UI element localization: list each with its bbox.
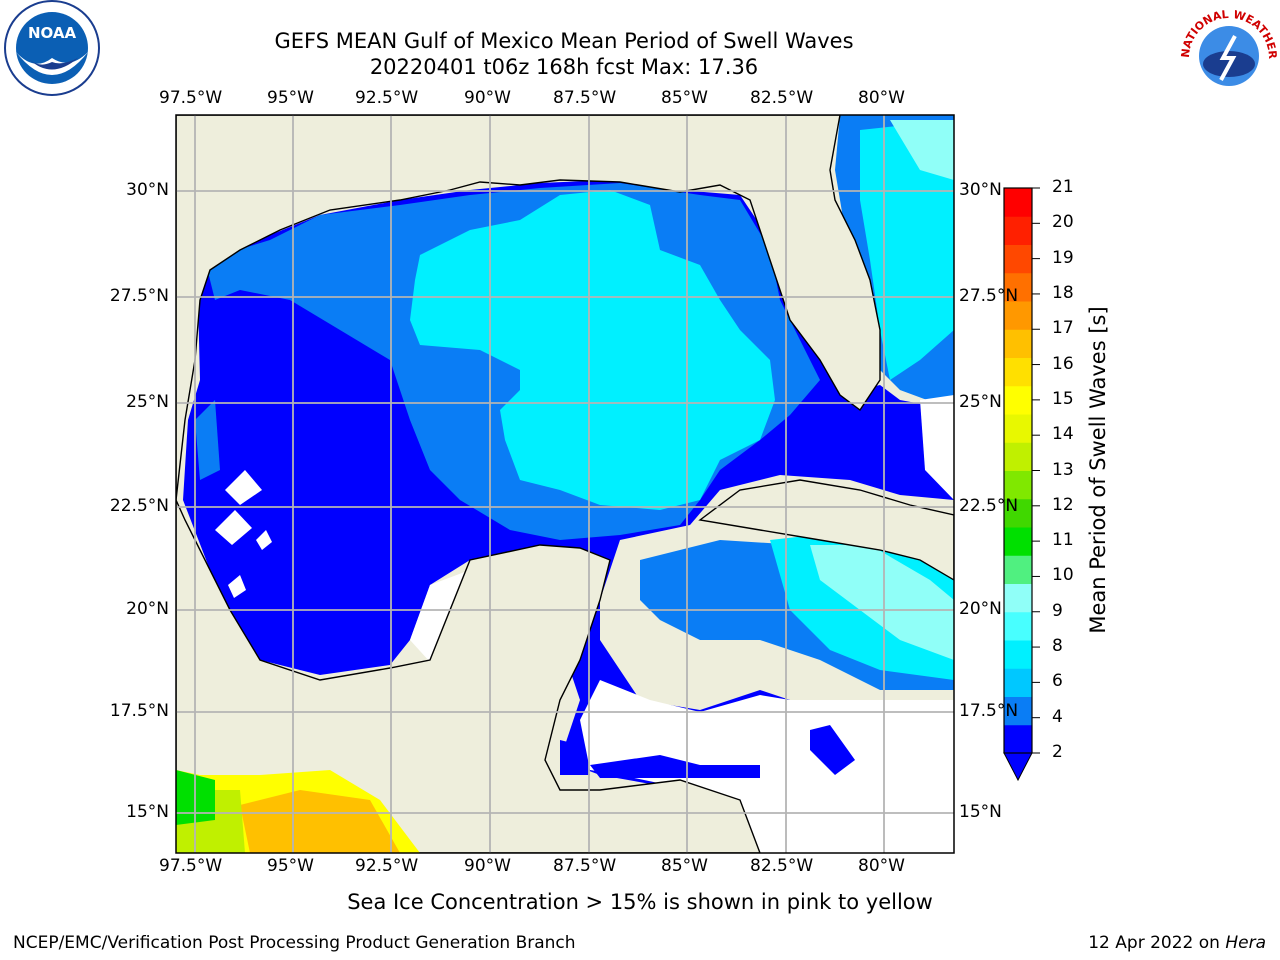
colorbar-segment (1004, 640, 1032, 669)
colorbar-segment (1004, 470, 1032, 500)
footer-right: 12 Apr 2022 on Hera (1088, 933, 1266, 953)
colorbar-segment (1004, 301, 1032, 330)
colorbar-segment (1004, 583, 1032, 613)
colorbar-segment (1004, 244, 1032, 274)
lat-label: 22.5°N (959, 496, 1019, 516)
colorbar-tick-label: 15 (1052, 388, 1074, 409)
lon-label: 90°W (464, 856, 511, 876)
colorbar-tick-label: 17 (1052, 318, 1074, 339)
lat-label: 17.5°N (959, 701, 1019, 721)
footer-left: NCEP/EMC/Verification Post Processing Pr… (13, 933, 576, 953)
lon-label: 80°W (858, 856, 905, 876)
lon-label: 92.5°W (355, 88, 419, 108)
colorbar-segment (1004, 216, 1032, 245)
noaa-logo: NOAA (4, 0, 100, 96)
lon-label: 82.5°W (750, 88, 814, 108)
lon-label: 87.5°W (553, 856, 617, 876)
colorbar-segment (1004, 668, 1032, 697)
lat-label: 20°N (126, 599, 169, 619)
colorbar-segment (1004, 555, 1032, 584)
map-frame (175, 114, 955, 854)
colorbar-label: Mean Period of Swell Waves [s] (1086, 306, 1110, 634)
lat-label: 27.5°N (109, 286, 169, 306)
lon-label: 85°W (661, 856, 708, 876)
lat-label: 27.5°N (959, 286, 1019, 306)
colorbar-tick-label: 14 (1052, 424, 1074, 445)
lat-label: 30°N (126, 180, 169, 200)
colorbar-segment (1004, 611, 1032, 641)
colorbar-segment (1004, 442, 1032, 471)
colorbar-segment (1004, 188, 1032, 217)
lon-label: 92.5°W (355, 856, 419, 876)
ice-note: Sea Ice Concentration > 15% is shown in … (347, 890, 933, 914)
colorbar-tick-label: 18 (1052, 282, 1074, 303)
lon-labels-top: 97.5°W 95°W 92.5°W 90°W 87.5°W 85°W 82.5… (0, 88, 1280, 112)
lat-label: 20°N (959, 599, 1002, 619)
lon-label: 80°W (858, 88, 905, 108)
graticule (176, 115, 954, 853)
colorbar-segment (1004, 357, 1032, 387)
colorbar-tick-label: 16 (1052, 353, 1074, 374)
colorbar-tick-label: 11 (1052, 530, 1074, 551)
colorbar-segment (1004, 385, 1032, 415)
lat-labels-left: 30°N 27.5°N 25°N 22.5°N 20°N 17.5°N 15°N (0, 0, 175, 960)
cuba-land (698, 479, 954, 581)
colorbar-tick-label: 12 (1052, 494, 1074, 515)
colorbar (1004, 188, 1032, 754)
lon-label: 85°W (661, 88, 708, 108)
colorbar-segment (1004, 498, 1032, 528)
colorbar-segment (1004, 527, 1032, 556)
lon-label: 90°W (464, 88, 511, 108)
colorbar-segment (1004, 272, 1032, 302)
colorbar-segment (1004, 329, 1032, 358)
colorbar-tick-label: 21 (1052, 177, 1074, 197)
colorbar-segment (1004, 724, 1032, 754)
colorbar-tick-label: 10 (1052, 565, 1074, 586)
colorbar-tick-label: 8 (1052, 636, 1063, 657)
map-subtitle: 20220401 t06z 168h fcst Max: 17.36 (369, 55, 759, 79)
colorbar-tick-label: 2 (1052, 742, 1063, 762)
lon-label: 87.5°W (553, 88, 617, 108)
swell-band-cyan (410, 190, 775, 510)
lon-label: 95°W (267, 88, 314, 108)
noaa-logo-text: NOAA (28, 24, 77, 42)
lon-label: 97.5°W (159, 88, 223, 108)
lat-labels-right: 30°N 27.5°N 25°N 22.5°N 20°N 17.5°N 15°N (959, 0, 1019, 960)
map-title: GEFS MEAN Gulf of Mexico Mean Period of … (274, 29, 854, 53)
lon-label: 95°W (267, 856, 314, 876)
lat-label: 22.5°N (109, 496, 169, 516)
colorbar-tick-label: 4 (1052, 706, 1063, 727)
colorbar-tick-label: 6 (1052, 671, 1063, 692)
colorbar-tick-label: 9 (1052, 600, 1063, 621)
colorbar-tick-label: 20 (1052, 212, 1074, 233)
colorbar-tick-label: 13 (1052, 459, 1074, 480)
lon-labels-bottom: 97.5°W 95°W 92.5°W 90°W 87.5°W 85°W 82.5… (0, 856, 1280, 880)
lat-label: 25°N (959, 392, 1002, 412)
lat-label: 15°N (959, 802, 1002, 822)
colorbar-tick-label: 19 (1052, 247, 1074, 268)
lat-label: 15°N (126, 802, 169, 822)
footer-date: 12 Apr 2022 on (1088, 933, 1226, 953)
colorbar-tick-labels: 21 20 19 18 17 16 15 14 13 12 11 10 9 8 6 4 2 (1052, 0, 1102, 960)
colorbar-segment (1004, 414, 1032, 443)
footer-host: Hera (1225, 933, 1266, 953)
lat-label: 17.5°N (109, 701, 169, 721)
lon-label: 97.5°W (159, 856, 223, 876)
usa-land (176, 115, 881, 501)
mexico-land (176, 499, 761, 853)
lon-label: 82.5°W (750, 856, 814, 876)
lat-label: 25°N (126, 392, 169, 412)
colorbar-segment (1004, 696, 1032, 726)
nws-logo: NATIONAL WEATHER SERVICE (1175, 2, 1279, 100)
lat-label: 30°N (959, 180, 1002, 200)
